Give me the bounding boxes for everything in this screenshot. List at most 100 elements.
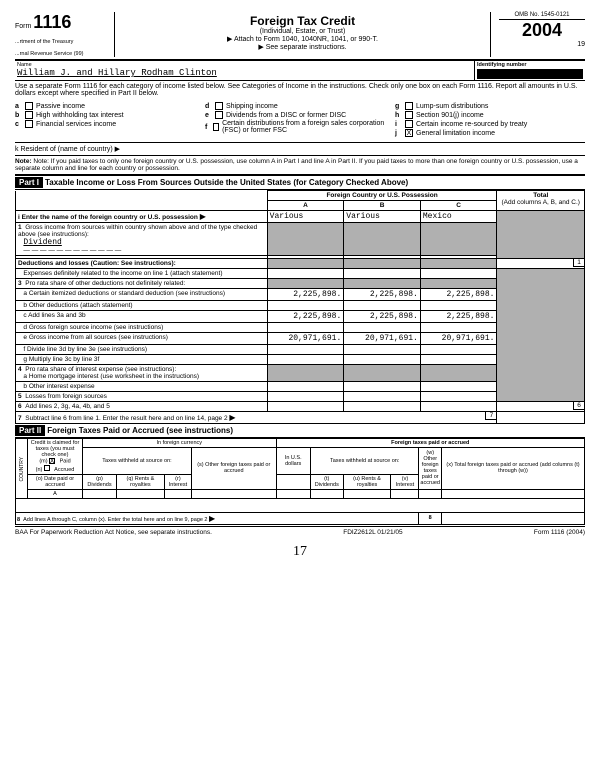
part1-table: Foreign Country or U.S. Possession Total… [15, 190, 585, 424]
cat-g: Lump-sum distributions [416, 103, 488, 110]
line4a: a Home mortgage interest (use worksheet … [23, 373, 199, 380]
checkbox-j[interactable]: X [405, 129, 413, 137]
title-box: Foreign Tax Credit (Individual, Estate, … [115, 12, 490, 57]
checkbox-i[interactable] [405, 120, 413, 128]
footer-form: Form 1116 (2004) [534, 529, 585, 536]
checkbox-accrued[interactable] [44, 465, 50, 471]
line4b: b Other interest expense [23, 383, 94, 390]
cat-j: General limitation income [416, 130, 495, 137]
total-sub: (Add columns A, B, and C.) [502, 199, 580, 206]
cat-i: Certain income re-sourced by treaty [416, 121, 527, 128]
v3c-b: 2,225,898. [344, 311, 421, 323]
v3e-c: 20,971,691. [420, 333, 497, 345]
checkbox-h[interactable] [405, 111, 413, 119]
dept-line2: ...rnal Revenue Service (99) [15, 51, 106, 57]
checkbox-c[interactable] [25, 120, 33, 128]
subtitle2: ▶ Attach to Form 1040, 1040NR, 1041, or … [123, 35, 482, 43]
instructions: Use a separate Form 1116 for each catego… [15, 81, 585, 99]
part2-title: Foreign Taxes Paid or Accrued (see instr… [47, 426, 233, 435]
part2-badge: Part II [15, 425, 45, 436]
cat-f: Certain distributions from a foreign sal… [222, 120, 395, 134]
tw1: Taxes withheld at source on: [83, 448, 192, 475]
line3e: e Gross income from all sources (see ins… [23, 334, 168, 341]
category-grid: aPassive income bHigh withholding tax in… [15, 99, 585, 143]
fc-paid-hdr: Foreign taxes paid or accrued [276, 439, 585, 448]
name-row: Name William J. and Hillary Rodham Clint… [15, 61, 585, 81]
name-value: William J. and Hillary Rodham Clinton [17, 68, 472, 78]
line3g: g Multiply line 3c by line 3f [23, 356, 99, 363]
note: Note: Note: If you paid taxes to only on… [15, 156, 585, 175]
form-number: 1116 [33, 12, 71, 32]
part1-title: Taxable Income or Loss From Sources Outs… [45, 178, 408, 187]
total-header: Total [533, 192, 548, 199]
id-label: Identifying number [477, 62, 583, 68]
id-cell: Identifying number [475, 61, 585, 80]
part2-header: Part II Foreign Taxes Paid or Accrued (s… [15, 424, 585, 438]
line8: Add lines A through C, column (x). Enter… [23, 517, 207, 523]
checkbox-g[interactable] [405, 102, 413, 110]
checkbox-f[interactable] [213, 123, 220, 131]
checkbox-paid[interactable]: X [49, 458, 55, 464]
country-b: Various [344, 211, 421, 223]
col-u: (u) Rents & royalties [343, 474, 391, 489]
v3c-a: 2,225,898. [267, 311, 344, 323]
name-cell: Name William J. and Hillary Rodham Clint… [15, 61, 475, 80]
credit-label: Credit is claimed for taxes (you must ch… [31, 440, 80, 458]
line3f: f Divide line 3d by line 3e (see instruc… [23, 346, 147, 353]
fc-header: Foreign Country or U.S. Possession [267, 191, 497, 201]
cat-e: Dividends from a DISC or former DISC [226, 112, 346, 119]
checkbox-a[interactable] [25, 102, 33, 110]
cat-a: Passive income [36, 103, 85, 110]
cat-b: High withholding tax interest [36, 112, 124, 119]
footer-baa: BAA For Paperwork Reduction Act Notice, … [15, 529, 212, 536]
v3a-b: 2,225,898. [344, 289, 421, 301]
line3d: d Gross foreign source income (see instr… [23, 324, 163, 331]
cat-d: Shipping income [226, 103, 278, 110]
country-label: COUNTRY [16, 439, 28, 499]
ded-header: Deductions and losses (Caution: See inst… [16, 259, 268, 269]
v3e-b: 20,971,691. [344, 333, 421, 345]
line5: Losses from foreign sources [25, 393, 107, 400]
col-t: (t) Dividends [310, 474, 343, 489]
v3a-a: 2,225,898. [267, 289, 344, 301]
checkbox-d[interactable] [215, 102, 223, 110]
v3e-a: 20,971,691. [267, 333, 344, 345]
in-fc: In foreign currency [83, 439, 277, 448]
footer: BAA For Paperwork Reduction Act Notice, … [15, 526, 585, 536]
resident-row: k Resident of (name of country) ▶ [15, 143, 585, 156]
line1: Gross income from sources within country… [18, 224, 257, 238]
line3: Pro rata share of other deductions not d… [25, 280, 185, 287]
dept-line1: ...rtment of the Treasury [15, 39, 106, 45]
cat-c: Financial services income [36, 121, 116, 128]
col-o: (o) Date paid or accrued [28, 474, 83, 489]
seq: 19 [499, 41, 585, 48]
footer-code: FDIZ2612L 01/21/05 [343, 529, 402, 536]
part1-badge: Part I [15, 177, 43, 188]
year: 2004 [499, 20, 585, 41]
col-s: (s) Other foreign taxes paid or accrued [192, 448, 276, 490]
col-q: (q) Rents & royalties [117, 474, 165, 489]
row-i: i Enter the name of the foreign country … [18, 214, 198, 221]
col-r: (r) Interest [164, 474, 191, 489]
year-box: OMB No. 1545-0121 2004 19 [490, 12, 585, 57]
form-label: Form [15, 23, 31, 30]
part1-header: Part I Taxable Income or Loss From Sourc… [15, 175, 585, 190]
main-title: Foreign Tax Credit [123, 14, 482, 28]
line7: Subtract line 6 from line 1. Enter the r… [25, 415, 227, 422]
form-number-box: Form 1116 ...rtment of the Treasury ...r… [15, 12, 115, 57]
note-text: Note: If you paid taxes to only one fore… [15, 158, 578, 172]
line3b: b Other deductions (attach statement) [23, 302, 132, 309]
part2-table: COUNTRY Credit is claimed for taxes (you… [15, 438, 585, 525]
form-header: Form 1116 ...rtment of the Treasury ...r… [15, 12, 585, 61]
in-us: In U.S. dollars [276, 448, 310, 475]
country-c: Mexico [420, 211, 497, 223]
checkbox-e[interactable] [215, 111, 223, 119]
line4: Pro rata share of interest expense (see … [25, 366, 176, 373]
cat-h: Section 901(j) income [416, 112, 484, 119]
line3a: a Certain itemized deductions or standar… [23, 290, 225, 297]
v3c-c: 2,225,898. [420, 311, 497, 323]
subtitle1: (Individual, Estate, or Trust) [123, 28, 482, 35]
checkbox-b[interactable] [25, 111, 33, 119]
line1-val: Dividend [23, 238, 61, 247]
col-w: (w) Other foreign taxes paid or accrued [419, 448, 442, 490]
